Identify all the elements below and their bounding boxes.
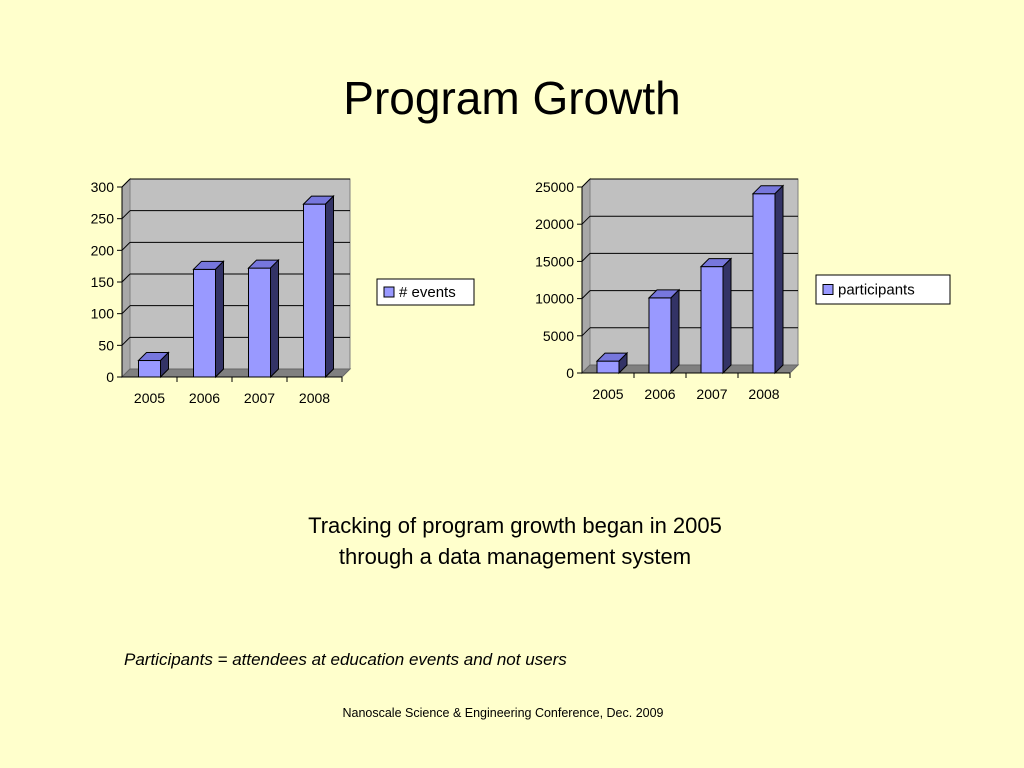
footer: Nanoscale Science & Engineering Conferen… <box>342 706 664 720</box>
bar-side <box>160 351 169 379</box>
gridline-side <box>581 290 591 299</box>
caption: Tracking of program growth began in 2005… <box>0 510 1024 572</box>
bar-side <box>325 194 334 379</box>
gridline-side <box>121 178 131 188</box>
slide-title: Program Growth <box>343 72 681 124</box>
x-tick-label: 2005 <box>592 386 623 402</box>
y-tick-label: 200 <box>91 242 115 258</box>
y-tick-label: 0 <box>106 369 114 385</box>
gridline-side <box>581 215 591 225</box>
bar <box>193 268 216 378</box>
x-tick-label: 2008 <box>299 390 330 406</box>
bar <box>648 297 672 374</box>
x-tick-label: 2006 <box>189 390 220 406</box>
bar <box>248 267 271 378</box>
bar-side <box>618 351 628 375</box>
y-tick-label: 15000 <box>535 253 574 269</box>
bar-side <box>670 288 680 375</box>
gridline-side <box>581 253 591 262</box>
bar-side <box>215 260 224 379</box>
y-tick-label: 20000 <box>535 216 574 232</box>
caption-line-1: Tracking of program growth began in 2005 <box>308 513 722 538</box>
legend-label: # events <box>399 284 456 301</box>
plot-side-wall <box>581 177 591 375</box>
bar-side <box>270 258 279 379</box>
gridline-side <box>121 273 131 283</box>
bar-side <box>722 257 732 375</box>
gridline-side <box>581 178 591 188</box>
legend-box <box>815 274 951 305</box>
legend-swatch <box>822 284 834 295</box>
y-tick-label: 5000 <box>543 328 574 344</box>
events-bar-chart: 0 50 100 150 200 250 300 2005 2006 2007 2008 # even… <box>91 177 475 406</box>
bar <box>700 266 724 374</box>
gridline-side <box>121 336 131 346</box>
bar <box>752 193 776 374</box>
y-tick-label: 50 <box>98 337 114 353</box>
participants-bar-chart: 0 5000 10000 15000 20000 25000 2005 2006 2007 200… <box>535 177 951 402</box>
gridline-side <box>121 210 131 220</box>
x-tick-label: 2008 <box>748 386 779 402</box>
legend-swatch <box>383 286 395 298</box>
x-tick-label: 2005 <box>134 390 165 406</box>
y-tick-label: 25000 <box>535 179 574 195</box>
gridline-side <box>581 327 591 337</box>
bar <box>596 360 620 374</box>
gridline-side <box>121 305 131 315</box>
gridline-side <box>121 241 131 251</box>
y-tick-label: 0 <box>566 365 574 381</box>
y-tick-label: 300 <box>91 179 115 195</box>
y-tick-label: 250 <box>91 211 115 227</box>
bar <box>138 360 161 378</box>
bar <box>303 203 326 378</box>
y-tick-label: 100 <box>91 306 115 322</box>
x-tick-label: 2006 <box>644 386 675 402</box>
y-tick-label: 10000 <box>535 291 574 307</box>
x-tick-label: 2007 <box>244 390 275 406</box>
bar-side <box>774 184 784 375</box>
y-tick-label: 150 <box>91 274 115 290</box>
legend-label: participants <box>838 282 915 299</box>
caption-line-2: through a data management system <box>338 544 692 569</box>
participants-note: Participants = attendees at education ev… <box>124 650 567 669</box>
x-tick-label: 2007 <box>696 386 727 402</box>
